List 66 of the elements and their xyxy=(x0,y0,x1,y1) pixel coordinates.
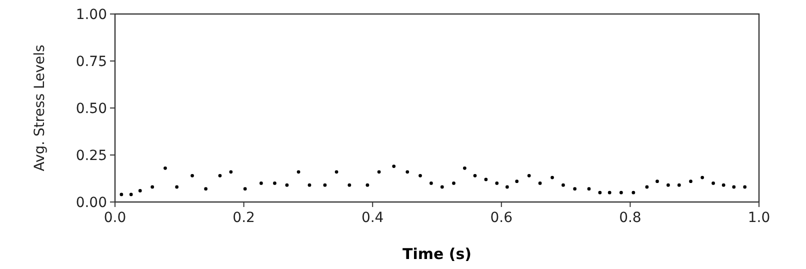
x-tick-label: 0.6 xyxy=(490,210,513,226)
point xyxy=(243,187,247,191)
point xyxy=(164,166,167,170)
point xyxy=(150,185,154,189)
x-tick-label: 0.0 xyxy=(104,210,126,226)
point xyxy=(677,183,681,187)
y-axis-title: Avg. Stress Levels xyxy=(32,44,48,172)
y-tick-label: 0.50 xyxy=(76,100,107,117)
point xyxy=(632,190,636,194)
y-tick-label: 1.00 xyxy=(76,6,107,23)
point xyxy=(587,187,591,191)
point xyxy=(484,178,488,182)
y-tick-label: 0.75 xyxy=(76,54,107,70)
point xyxy=(418,174,422,178)
point xyxy=(538,182,542,185)
point xyxy=(722,183,726,187)
point xyxy=(190,174,194,178)
point xyxy=(120,192,124,196)
point xyxy=(323,183,327,187)
point xyxy=(348,183,352,187)
point xyxy=(598,190,602,194)
point xyxy=(463,166,466,170)
x-tick-label: 0.2 xyxy=(232,210,255,226)
point xyxy=(495,182,499,185)
point xyxy=(259,182,263,185)
point xyxy=(527,174,531,178)
point xyxy=(308,183,312,187)
point xyxy=(229,170,233,174)
point xyxy=(218,174,222,178)
point xyxy=(138,189,142,192)
point xyxy=(573,187,577,191)
point xyxy=(562,183,565,187)
point xyxy=(406,170,410,174)
point xyxy=(666,183,670,187)
point xyxy=(656,180,659,184)
x-tick-label: 1.0 xyxy=(748,210,770,226)
point xyxy=(645,185,649,189)
point xyxy=(285,183,289,187)
x-tick-label: 0.8 xyxy=(619,210,642,226)
point xyxy=(334,170,338,174)
point xyxy=(608,190,612,194)
y-tick-label: 0.00 xyxy=(76,194,107,211)
point xyxy=(506,185,509,189)
point xyxy=(204,187,208,191)
point xyxy=(175,185,179,189)
point xyxy=(452,182,456,185)
point xyxy=(619,190,623,194)
point xyxy=(712,182,715,185)
point xyxy=(392,164,396,168)
x-tick-label: 0.4 xyxy=(361,210,384,226)
point xyxy=(700,176,704,180)
point xyxy=(743,185,747,189)
point xyxy=(377,170,381,174)
point xyxy=(296,170,300,174)
point xyxy=(273,182,276,185)
point xyxy=(689,180,692,184)
point xyxy=(473,174,477,178)
point xyxy=(515,180,519,184)
point xyxy=(430,182,433,185)
x-axis-title: Time (s) xyxy=(402,245,472,263)
point xyxy=(440,185,444,189)
y-tick-label: 0.25 xyxy=(76,148,107,164)
point xyxy=(129,192,133,196)
point xyxy=(366,183,370,187)
point xyxy=(550,176,554,180)
point xyxy=(732,185,736,189)
